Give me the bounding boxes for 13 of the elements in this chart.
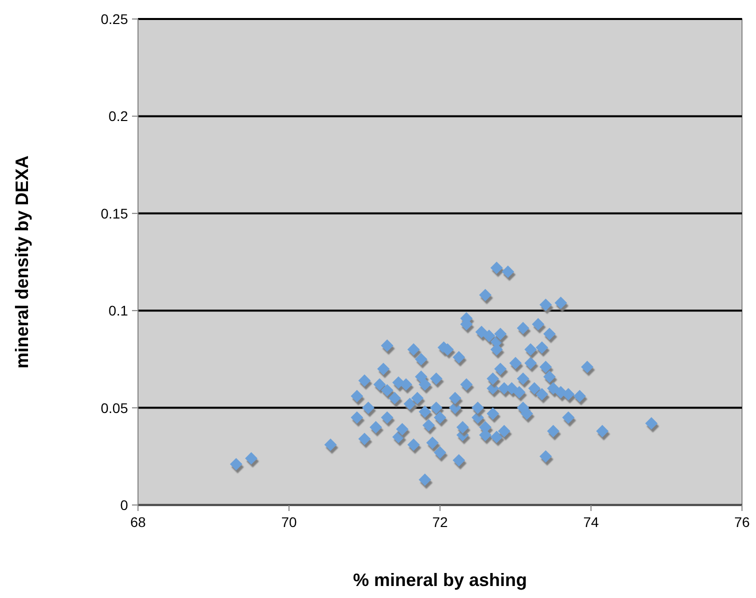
y-tick-label: 0.15	[100, 205, 128, 222]
y-tick-label: 0.1	[108, 302, 128, 319]
x-axis-title: % mineral by ashing	[352, 570, 528, 590]
x-tick-label: 68	[130, 514, 146, 530]
y-tick-label: 0.25	[100, 11, 128, 27]
x-tick-label: 70	[281, 514, 297, 530]
y-tick-label: 0.2	[108, 108, 128, 124]
x-tick-label: 74	[583, 514, 599, 530]
x-tick-label: 76	[734, 514, 750, 530]
y-axis-title: mineral density by DEXA	[12, 155, 32, 369]
y-tick-label: 0	[120, 497, 128, 513]
y-tick-label: 0.05	[100, 400, 128, 416]
x-tick-label: 72	[432, 514, 448, 530]
